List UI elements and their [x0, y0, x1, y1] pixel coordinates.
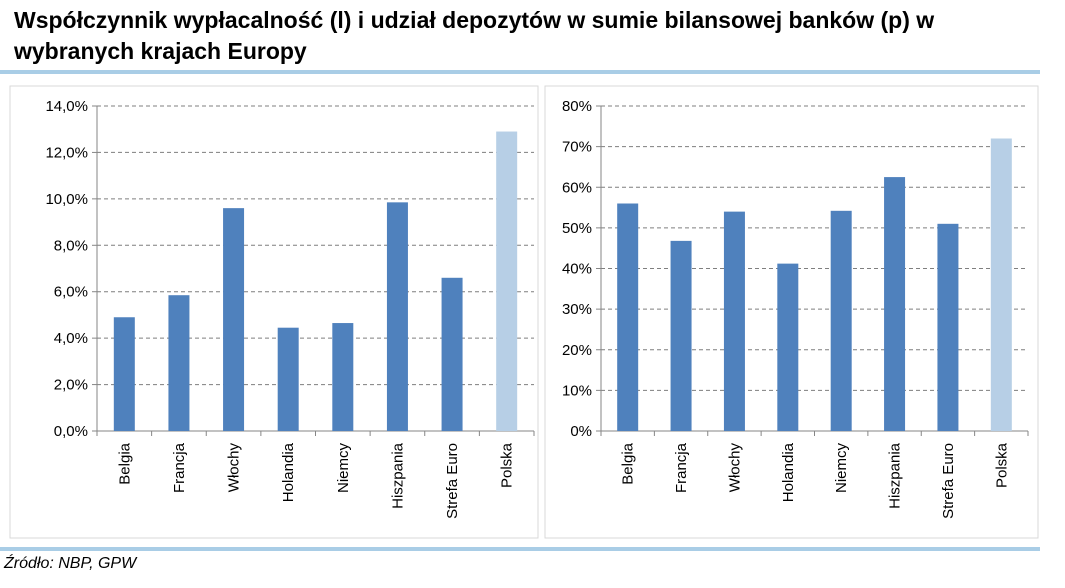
y-tick-label: 10,0% [45, 191, 88, 208]
y-tick-label: 30% [562, 301, 592, 318]
x-category-label: Francja [171, 442, 188, 493]
bar-strefa-euro [441, 277, 463, 431]
y-tick-label: 70% [562, 139, 592, 156]
chart-left: 0,0% 2,0% 4,0% 6,0% 8,0% 10,0% 12,0% 14,0% Belgi… [9, 85, 539, 539]
x-category-label: Holandia [780, 442, 797, 502]
footer-divider [0, 547, 1040, 551]
x-category-label: Hiszpania [887, 442, 904, 509]
x-category-label: Holandia [280, 442, 297, 502]
title-divider [0, 70, 1040, 74]
bar-holandia [277, 327, 299, 431]
y-tick-label: 60% [562, 179, 592, 196]
bar-hiszpania [386, 202, 408, 431]
y-tick-label: 2,0% [54, 377, 88, 394]
bar-niemcy [830, 210, 852, 431]
source-note: Źródło: NBP, GPW [4, 555, 137, 572]
bar-hiszpania [884, 177, 906, 431]
bar-holandia [777, 263, 799, 431]
y-tick-label: 40% [562, 261, 592, 278]
y-tick-label: 0% [570, 423, 592, 440]
x-category-label: Belgia [116, 442, 133, 484]
x-category-label: Strefa Euro [444, 443, 461, 519]
y-tick-label: 10% [562, 382, 592, 399]
chart-right: 0% 10% 20% 30% 40% 50% 60% 70% 80% Belgia Francja W… [544, 85, 1039, 539]
bar-strefa-euro [937, 223, 959, 431]
y-tick-label: 6,0% [54, 284, 88, 301]
page-title: Współczynnik wypłacalność (l) i udział d… [14, 7, 935, 64]
x-category-label: Hiszpania [389, 442, 406, 509]
bar-francja [670, 240, 692, 431]
x-category-label: Niemcy [833, 443, 850, 494]
bar-włochy [723, 211, 745, 431]
bar-belgia [113, 317, 135, 431]
x-category-label: Polska [993, 442, 1010, 488]
y-tick-label: 0,0% [54, 423, 88, 440]
x-category-label: Włochy [226, 443, 243, 493]
bar-francja [168, 295, 190, 431]
bar-polska [496, 131, 518, 432]
x-category-label: Belgia [620, 442, 637, 484]
bar-niemcy [332, 323, 354, 431]
x-category-label: Francja [673, 442, 690, 493]
y-tick-label: 14,0% [45, 98, 88, 115]
bar-włochy [223, 208, 245, 431]
y-tick-label: 20% [562, 342, 592, 359]
x-category-label: Włochy [726, 443, 743, 493]
y-tick-label: 80% [562, 98, 592, 115]
y-tick-label: 4,0% [54, 330, 88, 347]
x-category-label: Strefa Euro [940, 443, 957, 519]
y-tick-label: 50% [562, 220, 592, 237]
x-category-label: Niemcy [335, 443, 352, 494]
bar-belgia [617, 203, 639, 431]
x-category-label: Polska [499, 442, 516, 488]
bar-polska [990, 138, 1012, 431]
y-tick-label: 12,0% [45, 144, 88, 161]
y-tick-label: 8,0% [54, 237, 88, 254]
